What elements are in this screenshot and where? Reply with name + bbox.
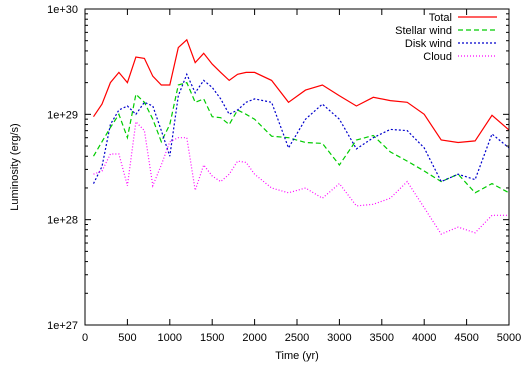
y-tick-label: 1e+30	[47, 4, 78, 16]
series-line-cloud	[93, 120, 509, 235]
x-axis-label: Time (yr)	[275, 350, 319, 362]
legend-label: Cloud	[423, 51, 452, 63]
x-tick-label: 1500	[200, 332, 224, 344]
series-line-disk-wind	[92, 72, 510, 184]
y-tick-label: 1e+27	[47, 320, 78, 332]
y-axis-label: Luminosity (erg/s)	[9, 123, 21, 210]
legend-label: Total	[429, 12, 452, 24]
series-line-stellar-wind	[92, 81, 510, 194]
x-tick-label: 2500	[285, 332, 309, 344]
x-tick-label: 0	[82, 332, 88, 344]
legend-label: Stellar wind	[395, 25, 452, 37]
x-tick-label: 5000	[497, 332, 521, 344]
x-tick-label: 3500	[370, 332, 394, 344]
x-tick-label: 3000	[327, 332, 351, 344]
x-tick-label: 2000	[242, 332, 266, 344]
x-tick-label: 1000	[158, 332, 182, 344]
y-tick-label: 1e+28	[47, 215, 78, 227]
x-tick-label: 4500	[454, 332, 478, 344]
x-tick-label: 500	[118, 332, 136, 344]
x-tick-label: 4000	[412, 332, 436, 344]
y-tick-label: 1e+29	[47, 109, 78, 121]
legend-label: Disk wind	[405, 38, 452, 50]
series-line-total	[93, 38, 510, 144]
